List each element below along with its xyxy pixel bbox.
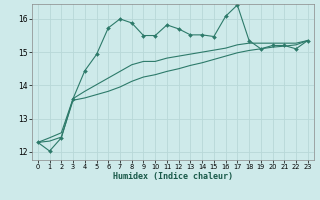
X-axis label: Humidex (Indice chaleur): Humidex (Indice chaleur) — [113, 172, 233, 181]
